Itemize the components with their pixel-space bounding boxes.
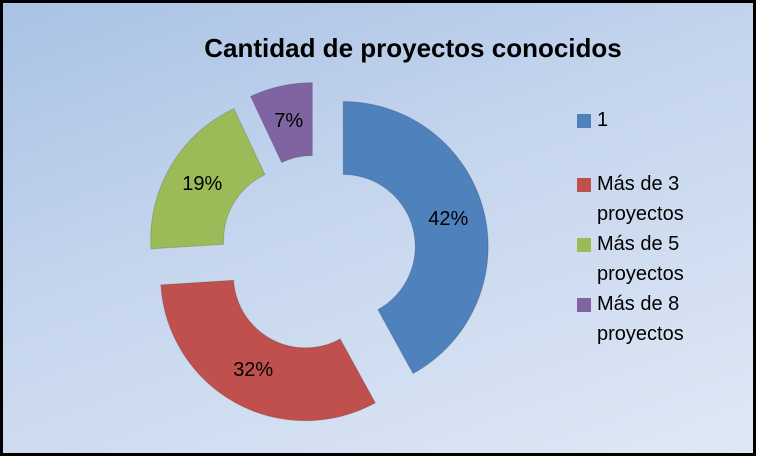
- legend-entry: Más de 5 proyectos: [575, 229, 725, 289]
- chart-title: Cantidad de proyectos conocidos: [204, 33, 622, 63]
- legend-entry: Más de 3 proyectos: [575, 169, 725, 229]
- chart: Cantidad de proyectos conocidos 42% 32% 19…: [150, 33, 622, 422]
- legend: 1 Más de 3 proyectos Más de 5 proyectos Más…: [575, 105, 725, 349]
- legend-swatch: [577, 238, 591, 252]
- legend-entry: 1: [575, 105, 725, 135]
- legend-label: Más de 3 proyectos: [597, 173, 684, 225]
- legend-label: 1: [597, 109, 609, 131]
- donut-slice: [342, 101, 489, 375]
- legend-entry: Más de 8 proyectos: [575, 289, 725, 349]
- donut-slice: [150, 107, 266, 250]
- legend-swatch: [577, 178, 591, 192]
- legend-label: Más de 5 proyectos: [597, 233, 684, 285]
- donut-slice: [160, 279, 377, 422]
- data-label: 32%: [233, 359, 273, 381]
- legend-swatch: [577, 298, 591, 312]
- data-label: 19%: [182, 173, 222, 195]
- legend-swatch: [577, 114, 591, 128]
- donut-slice: [249, 82, 313, 164]
- data-label: 42%: [428, 208, 468, 230]
- data-label: 7%: [274, 110, 303, 132]
- legend-label: Más de 8 proyectos: [597, 293, 684, 345]
